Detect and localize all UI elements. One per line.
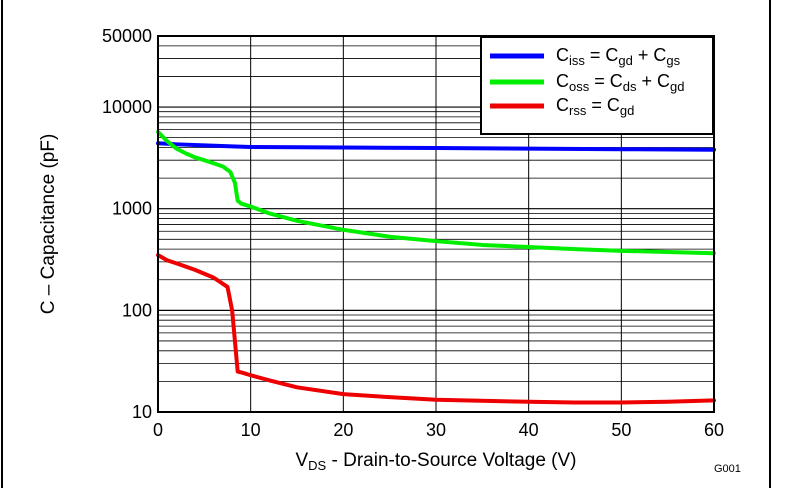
y-tick-label: 10000 <box>102 97 152 117</box>
plot-area-border <box>157 35 715 413</box>
x-tick-labels: 0 10 20 30 40 50 60 <box>153 420 724 440</box>
x-tick-label: 0 <box>153 420 163 440</box>
series-layer <box>156 129 716 405</box>
series-line-coss <box>156 129 716 256</box>
legend-label-crss: Crss = Cgd <box>556 95 634 118</box>
legend-label-ciss: Ciss = Cgd + Cgs <box>556 45 681 68</box>
x-tick-label: 20 <box>333 420 353 440</box>
legend-label-coss: Coss = Cds + Cgd <box>556 71 684 94</box>
x-tick-label: 40 <box>519 420 539 440</box>
series-line-crss <box>156 253 716 405</box>
y-tick-label: 1000 <box>112 199 152 219</box>
y-tick-label: 100 <box>122 300 152 320</box>
y-axis-label: C – Capacitance (pF) <box>38 134 59 315</box>
x-tick-label: 10 <box>241 420 261 440</box>
legend-box <box>480 36 714 135</box>
series-line-ciss <box>156 141 716 152</box>
figure-code: G001 <box>714 463 741 475</box>
y-tick-label: 50000 <box>102 26 152 46</box>
x-tick-label: 60 <box>704 420 724 440</box>
x-axis-label: VDS - Drain-to-Source Voltage (V) <box>295 450 576 473</box>
x-tick-label: 30 <box>426 420 446 440</box>
y-tick-label: 10 <box>132 402 152 422</box>
y-tick-labels: 10 100 1000 10000 50000 <box>102 26 152 422</box>
x-tick-label: 50 <box>611 420 631 440</box>
